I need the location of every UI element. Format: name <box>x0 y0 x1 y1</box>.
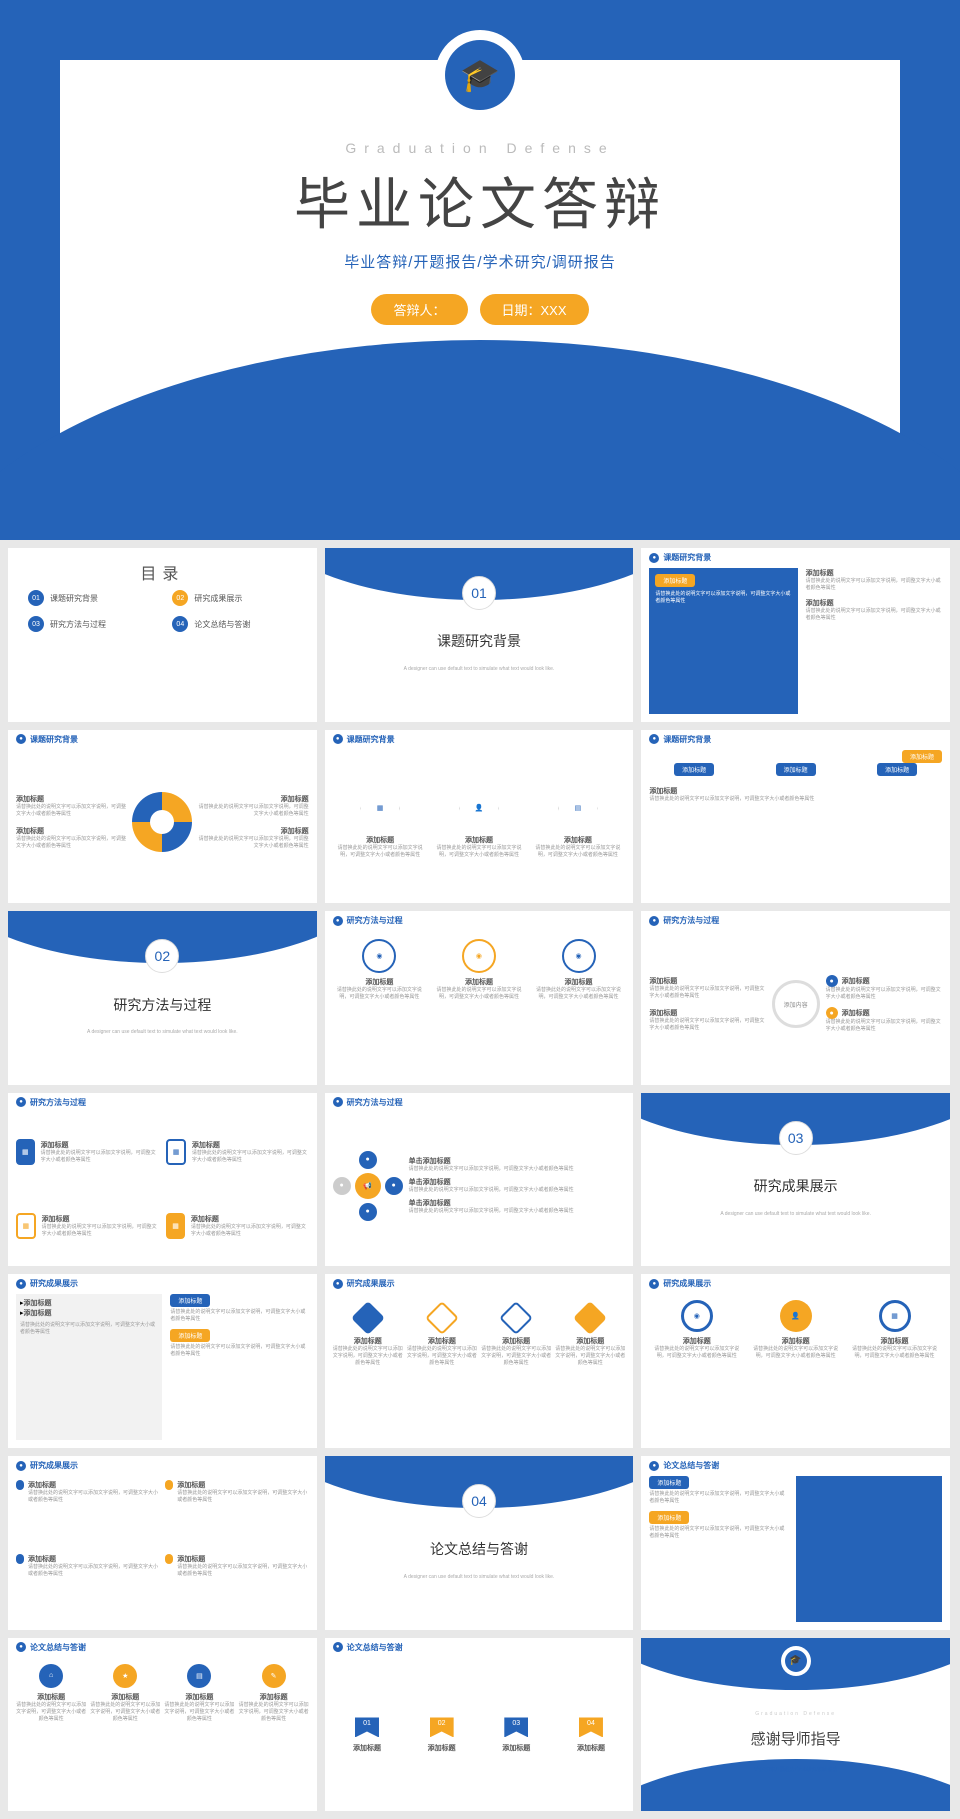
square-icon: ▦ <box>16 1139 35 1165</box>
diamond-icon <box>351 1301 385 1335</box>
circle-icon: ◉ <box>462 939 496 973</box>
diamond-icon <box>499 1301 533 1335</box>
diamond-icon <box>573 1301 607 1335</box>
graduation-cap-icon: 🎓 <box>445 40 515 110</box>
date-pill: 日期：XXX <box>480 294 589 325</box>
square-icon: ▦ <box>16 1213 36 1239</box>
slide-toc: 目录 01 课题研究背景 02 研究成果展示 03 研究方法与过程 04 论文总结与答谢 <box>8 548 317 722</box>
square-icon: ▦ <box>166 1213 185 1239</box>
cover-title-en: Graduation Defense <box>0 140 960 156</box>
slide-bg-2: ●课题研究背景 添加标题请替换此处的说明文字可以添加文字说明，可调整文字大小或者… <box>8 730 317 904</box>
toc-label-1: 课题研究背景 <box>50 593 98 604</box>
icon: ★ <box>113 1664 137 1688</box>
icon: ⌂ <box>39 1664 63 1688</box>
icon: ✎ <box>262 1664 286 1688</box>
end-en: Graduation Defense <box>641 1711 950 1717</box>
slide-method-2: ●研究方法与过程 添加标题请替换此处的说明文字可以添加文字说明，可调整文字大小或… <box>641 911 950 1085</box>
slide-result-2: ●研究成果展示 添加标题请替换此处的说明文字可以添加文字说明，可调整文字大小或者… <box>325 1274 634 1448</box>
slide-section-3: 03 研究成果展示 A designer can use default tex… <box>641 1093 950 1267</box>
toc-label-3: 研究方法与过程 <box>50 619 106 630</box>
slide-result-1: ●研究成果展示 ▸添加标题 ▸添加标题 请替换此处的说明文字可以添加文字说明，可… <box>8 1274 317 1448</box>
toc-num-3: 03 <box>28 616 44 632</box>
toc-num-1: 01 <box>28 590 44 606</box>
slide-summary-2: ●论文总结与答谢 ⌂添加标题请替换此处的说明文字可以添加文字说明，可调整文字大小… <box>8 1638 317 1812</box>
presenter-pill: 答辩人： <box>371 294 467 325</box>
slide-result-4: ●研究成果展示 添加标题请替换此处的说明文字可以添加文字说明，可调整文字大小或者… <box>8 1456 317 1630</box>
section-number: 01 <box>462 576 496 610</box>
slide-bg-3: ●课题研究背景 ▦ 添加标题请替换此处的说明文字可以添加文字说明，可调整文字大小… <box>325 730 634 904</box>
chart-icon: ▤ <box>575 804 582 812</box>
people-icon: 👤 <box>475 804 484 812</box>
section-sub: A designer can use default text to simul… <box>325 666 634 672</box>
slides-grid: 目录 01 课题研究背景 02 研究成果展示 03 研究方法与过程 04 论文总结与答谢… <box>0 540 960 1819</box>
slide-method-3: ●研究方法与过程 ▦添加标题请替换此处的说明文字可以添加文字说明，可调整文字大小… <box>8 1093 317 1267</box>
icon: ▤ <box>187 1664 211 1688</box>
end-sub: 毕业答辩/开题报告/学术研究/调研报告 <box>641 1766 950 1773</box>
gear-quad-icon <box>132 792 192 852</box>
cover-icon-ring: 🎓 <box>435 30 525 120</box>
ring-icon: ◉ <box>681 1300 713 1332</box>
graduation-cap-icon: 🎓 <box>785 1650 807 1672</box>
square-icon: ▦ <box>166 1139 186 1165</box>
slide-summary-1: ●论文总结与答谢 添加标题请替换此处的说明文字可以添加文字说明，可调整文字大小或… <box>641 1456 950 1630</box>
circle-icon: ◉ <box>362 939 396 973</box>
hub-icon: 📢 <box>355 1173 381 1199</box>
cover-slide: 🎓 Graduation Defense 毕业论文答辩 毕业答辩/开题报告/学术… <box>0 0 960 540</box>
ring-icon: 👤 <box>780 1300 812 1332</box>
slide-bg-4: ●课题研究背景 添加标题 添加标题 添加标题 添加标题 添加标题请替换此处的说明… <box>641 730 950 904</box>
doc-icon: ▦ <box>377 804 384 812</box>
ring-icon: ▦ <box>879 1300 911 1332</box>
cover-title: 毕业论文答辩 <box>0 160 960 241</box>
slide-section-1: 01 课题研究背景 A designer can use default tex… <box>325 548 634 722</box>
cover-subtitle: 毕业答辩/开题报告/学术研究/调研报告 <box>0 251 960 272</box>
toc-label-2: 研究成果展示 <box>194 593 242 604</box>
toc-num-4: 04 <box>172 616 188 632</box>
slide-section-4: 04 论文总结与答谢 A designer can use default te… <box>325 1456 634 1630</box>
end-title: 感谢导师指导 <box>641 1728 950 1749</box>
slide-method-1: ●研究方法与过程 ◉添加标题请替换此处的说明文字可以添加文字说明，可调整文字大小… <box>325 911 634 1085</box>
slide-section-2: 02 研究方法与过程 A designer can use default te… <box>8 911 317 1085</box>
toc-heading: 目录 <box>8 560 317 584</box>
magnifier-icon: 添加内容 <box>772 980 820 1028</box>
toc-num-2: 02 <box>172 590 188 606</box>
circle-icon: ◉ <box>562 939 596 973</box>
toc-label-4: 论文总结与答谢 <box>194 619 250 630</box>
slide-result-3: ●研究成果展示 ◉添加标题请替换此处的说明文字可以添加文字说明，可调整文字大小或… <box>641 1274 950 1448</box>
slide-summary-3: ●论文总结与答谢 01添加标题 02添加标题 03添加标题 04添加标题 <box>325 1638 634 1812</box>
slide-method-4: ●研究方法与过程 📢 ● ● ● ● 单击添加标题请替换此处的说明文字可以添加文… <box>325 1093 634 1267</box>
slide-end: 🎓 Graduation Defense 感谢导师指导 毕业答辩/开题报告/学术… <box>641 1638 950 1812</box>
diamond-icon <box>425 1301 459 1335</box>
slide-bg-1: ●课题研究背景 添加标题 请替换此处的说明文字可以添加文字说明，可调整文字大小或… <box>641 548 950 722</box>
section-title: 课题研究背景 <box>325 631 634 651</box>
